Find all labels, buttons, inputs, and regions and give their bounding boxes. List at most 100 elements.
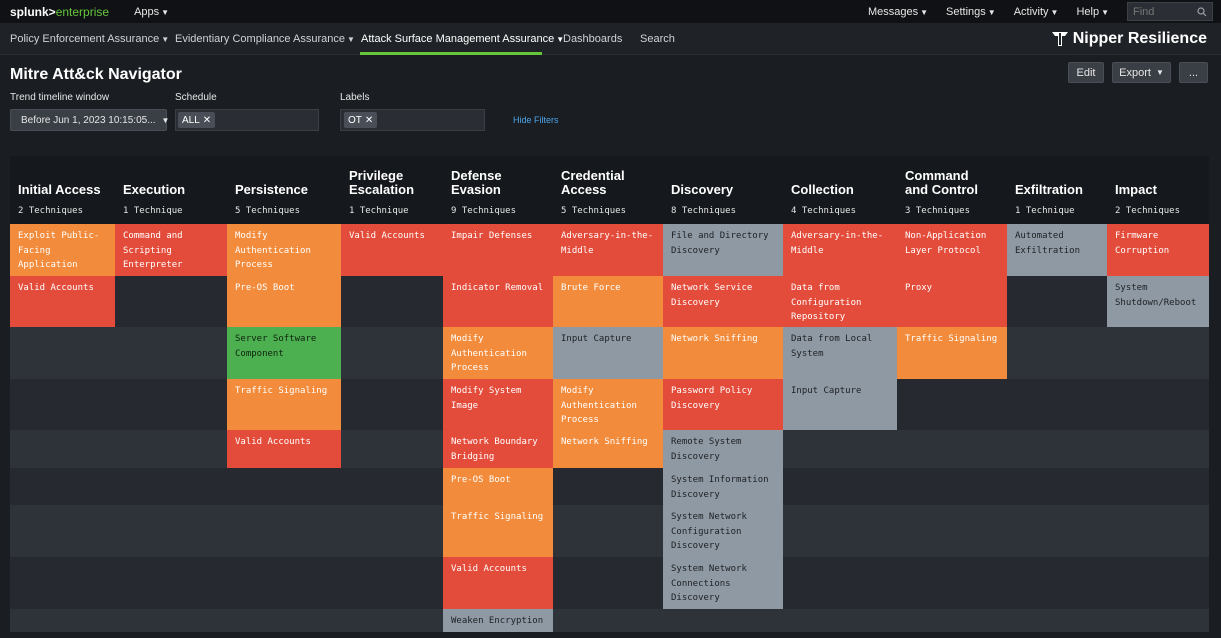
nav-policy-enforcement-assurance[interactable]: Policy Enforcement Assurance ▼: [10, 23, 169, 55]
technique-cell[interactable]: System Shutdown/Reboot: [1107, 276, 1209, 327]
tactic-technique-count: 1 Technique: [1015, 206, 1075, 216]
technique-cell[interactable]: Network Sniffing: [553, 430, 663, 468]
tactic-technique-count: 4 Techniques: [791, 206, 857, 216]
activity-menu[interactable]: Activity ▼: [1014, 6, 1059, 18]
technique-cell[interactable]: System Information Discovery: [663, 468, 783, 505]
technique-cell[interactable]: Modify System Image: [443, 379, 553, 430]
technique-cell[interactable]: Adversary-in-the- Middle: [783, 224, 897, 276]
nav-label: Search: [640, 33, 675, 45]
technique-cell[interactable]: Pre-OS Boot: [443, 468, 553, 505]
tactic-technique-count: 2 Techniques: [1115, 206, 1181, 216]
technique-cell[interactable]: Modify Authentication Process: [553, 379, 663, 430]
technique-cell[interactable]: Pre-OS Boot: [227, 276, 341, 327]
caret-down-icon: ▼: [1155, 68, 1164, 77]
technique-cell[interactable]: Network Service Discovery: [663, 276, 783, 327]
edit-label: Edit: [1076, 66, 1096, 79]
technique-cell[interactable]: Indicator Removal: [443, 276, 553, 327]
tactic-technique-count: 1 Technique: [349, 206, 409, 216]
nav-attack-surface-management-assurance[interactable]: Attack Surface Management Assurance ▼: [361, 23, 564, 55]
technique-cell[interactable]: Server Software Component: [227, 327, 341, 379]
messages-label: Messages: [867, 5, 919, 18]
apps-menu[interactable]: Apps ▼: [134, 6, 169, 18]
technique-cell[interactable]: Brute Force: [553, 276, 663, 327]
caret-down-icon: ▼: [161, 7, 170, 17]
schedule-label: Schedule: [175, 92, 217, 103]
matrix-row-band: [10, 468, 1209, 505]
matrix-row-band: [10, 557, 1209, 609]
nav-label: Evidentiary Compliance Assurance: [175, 33, 345, 45]
more-button[interactable]: ...: [1179, 62, 1208, 83]
search-icon[interactable]: [1197, 6, 1207, 17]
caret-down-icon: ▼: [987, 7, 996, 17]
close-icon[interactable]: ✕: [202, 114, 212, 126]
technique-cell[interactable]: Valid Accounts: [10, 276, 115, 327]
top-right-nav: Messages ▼ Settings ▼ Activity ▼ Help ▼: [868, 0, 1221, 23]
tactic-header: Exfiltration 1 Technique: [1007, 156, 1107, 224]
tactic-name: Command and Control: [905, 168, 978, 197]
edit-button[interactable]: Edit: [1068, 62, 1104, 83]
technique-cell[interactable]: Input Capture: [553, 327, 663, 379]
technique-cell[interactable]: Non-Application Layer Protocol: [897, 224, 1007, 276]
help-menu[interactable]: Help ▼: [1076, 6, 1109, 18]
technique-cell[interactable]: Network Sniffing: [663, 327, 783, 379]
tactic-technique-count: 9 Techniques: [451, 206, 517, 216]
activity-label: Activity: [1013, 5, 1049, 18]
technique-cell[interactable]: Data from Local System: [783, 327, 897, 379]
tactic-header: Collection 4 Techniques: [783, 156, 897, 224]
technique-cell[interactable]: Modify Authentication Process: [443, 327, 553, 379]
active-tab-indicator: [360, 52, 542, 55]
technique-cell[interactable]: Firmware Corruption: [1107, 224, 1209, 276]
technique-cell[interactable]: Valid Accounts: [227, 430, 341, 468]
technique-cell[interactable]: System Network Connections Discovery: [663, 557, 783, 609]
messages-menu[interactable]: Messages ▼: [868, 6, 928, 18]
matrix-row-band: [10, 609, 1209, 632]
tactic-name: Collection: [791, 182, 854, 197]
tactic-technique-count: 5 Techniques: [235, 206, 301, 216]
close-icon[interactable]: ✕: [364, 114, 374, 126]
technique-cell[interactable]: Automated Exfiltration: [1007, 224, 1107, 276]
top-bar: splunk>enterprise Apps ▼ Messages ▼ Settin…: [0, 0, 1221, 23]
technique-cell[interactable]: Traffic Signaling: [443, 505, 553, 557]
technique-cell[interactable]: Command and Scripting Enterpreter: [115, 224, 227, 276]
schedule-chip-all[interactable]: ALL ✕: [178, 112, 216, 128]
technique-cell[interactable]: Exploit Public- Facing Application: [10, 224, 115, 276]
caret-down-icon: ▼: [1050, 7, 1059, 17]
nav-search[interactable]: Search: [640, 23, 675, 55]
tactic-header: Discovery 8 Techniques: [663, 156, 783, 224]
chip-label: OT: [348, 114, 362, 126]
technique-cell[interactable]: Input Capture: [783, 379, 897, 430]
nav-dashboards[interactable]: Dashboards: [563, 23, 622, 55]
technique-cell[interactable]: Adversary-in-the- Middle: [553, 224, 663, 276]
technique-cell[interactable]: Impair Defenses: [443, 224, 553, 276]
tactic-name: Defense Evasion: [451, 168, 502, 197]
technique-cell[interactable]: Valid Accounts: [443, 557, 553, 609]
technique-cell[interactable]: Modify Authentication Process: [227, 224, 341, 276]
splunk-logo[interactable]: splunk>enterprise: [10, 5, 109, 19]
caret-down-icon: ▼: [161, 34, 170, 44]
technique-cell[interactable]: Proxy: [897, 276, 1007, 327]
export-label: Export: [1119, 66, 1151, 79]
technique-cell[interactable]: Valid Accounts: [341, 224, 443, 276]
technique-cell[interactable]: Data from Configuration Repository: [783, 276, 897, 327]
labels-chip-ot[interactable]: OT ✕: [344, 112, 378, 128]
technique-cell[interactable]: Password Policy Discovery: [663, 379, 783, 430]
settings-menu[interactable]: Settings ▼: [946, 6, 996, 18]
technique-cell[interactable]: Weaken Encryption: [443, 609, 553, 632]
trend-timeline-dropdown[interactable]: Before Jun 1, 2023 10:15:05... ▼: [10, 109, 169, 131]
export-button[interactable]: Export ▼: [1112, 62, 1171, 83]
find-input[interactable]: [1133, 5, 1193, 18]
technique-cell[interactable]: Traffic Signaling: [897, 327, 1007, 379]
technique-cell[interactable]: System Network Configuration Discovery: [663, 505, 783, 557]
find-box: [1127, 2, 1213, 21]
tactic-name: Persistence: [235, 182, 308, 197]
technique-cell[interactable]: Network Boundary Bridging: [443, 430, 553, 468]
tactic-header: Persistence 5 Techniques: [227, 156, 341, 224]
technique-cell[interactable]: File and Directory Discovery: [663, 224, 783, 276]
hide-filters-link[interactable]: Hide Filters: [513, 115, 559, 125]
nav-label: Policy Enforcement Assurance: [10, 33, 160, 45]
technique-cell[interactable]: Traffic Signaling: [227, 379, 341, 430]
nipper-brand: Nipper Resilience: [1051, 30, 1207, 48]
nav-evidentiary-compliance-assurance[interactable]: Evidentiary Compliance Assurance ▼: [175, 23, 355, 55]
technique-cell[interactable]: Remote System Discovery: [663, 430, 783, 468]
